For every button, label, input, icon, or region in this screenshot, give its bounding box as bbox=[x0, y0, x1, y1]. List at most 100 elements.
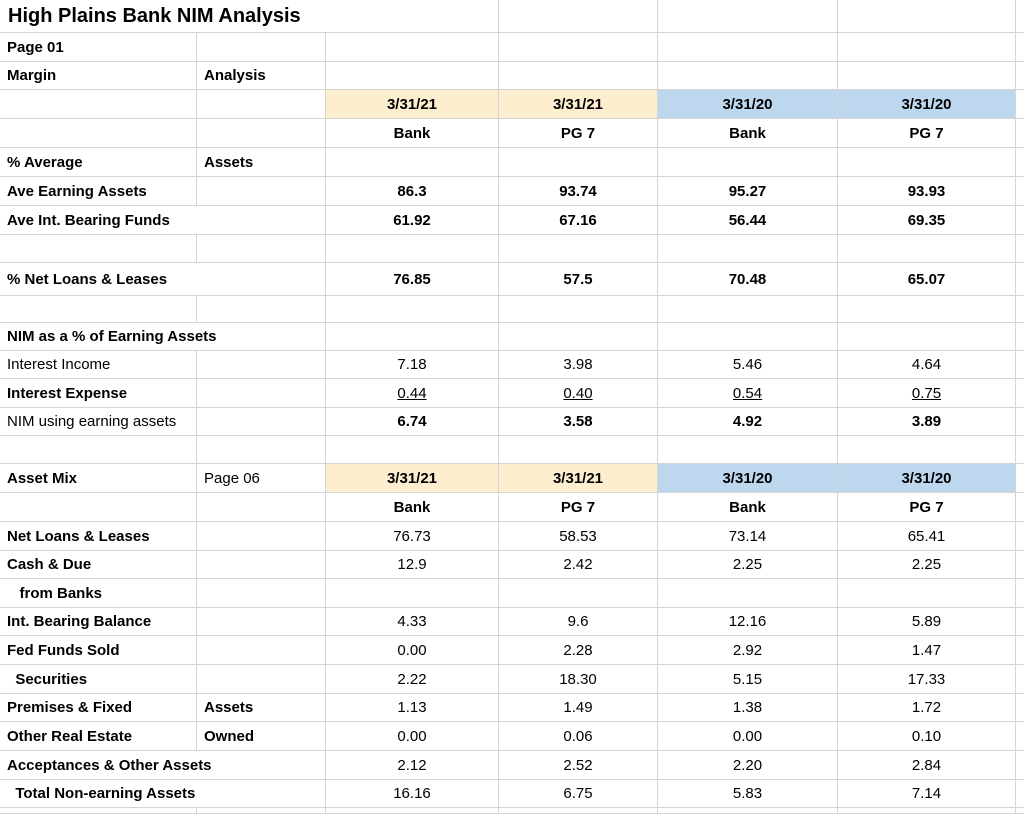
empty-cell[interactable] bbox=[197, 808, 326, 813]
empty-cell[interactable] bbox=[1016, 694, 1024, 721]
page-ref-cell[interactable]: Page 01 bbox=[0, 33, 197, 61]
row-label-cell[interactable]: Ave Earning Assets bbox=[0, 177, 197, 205]
row-label-cell[interactable]: Interest Expense bbox=[0, 379, 197, 407]
value-cell[interactable]: 1.47 bbox=[838, 636, 1016, 664]
empty-cell[interactable] bbox=[326, 235, 499, 262]
empty-cell[interactable] bbox=[658, 579, 838, 607]
value-cell[interactable]: 2.28 bbox=[499, 636, 658, 664]
empty-cell[interactable] bbox=[197, 636, 326, 664]
row-label-cell[interactable]: Premises & Fixed bbox=[0, 694, 197, 721]
empty-cell[interactable] bbox=[658, 148, 838, 176]
value-cell[interactable]: 2.84 bbox=[838, 751, 1016, 779]
empty-cell[interactable] bbox=[326, 148, 499, 176]
row-label-cell[interactable]: Int. Bearing Balance bbox=[0, 608, 197, 635]
value-cell[interactable]: 0.00 bbox=[326, 722, 499, 750]
value-cell[interactable]: 0.00 bbox=[658, 722, 838, 750]
empty-cell[interactable] bbox=[1016, 33, 1024, 61]
value-cell[interactable]: 2.92 bbox=[658, 636, 838, 664]
empty-cell[interactable] bbox=[197, 33, 326, 61]
empty-cell[interactable] bbox=[326, 436, 499, 463]
empty-cell[interactable] bbox=[1016, 296, 1024, 322]
empty-cell[interactable] bbox=[1016, 579, 1024, 607]
empty-cell[interactable] bbox=[1016, 148, 1024, 176]
value-cell[interactable]: 12.9 bbox=[326, 551, 499, 578]
value-cell[interactable]: 3.89 bbox=[838, 408, 1016, 435]
value-cell[interactable]: 1.72 bbox=[838, 694, 1016, 721]
row-label-cell[interactable]: % Net Loans & Leases bbox=[0, 263, 326, 295]
empty-cell[interactable] bbox=[1016, 751, 1024, 779]
empty-cell[interactable] bbox=[838, 235, 1016, 262]
empty-cell[interactable] bbox=[658, 436, 838, 463]
value-cell[interactable]: 1.13 bbox=[326, 694, 499, 721]
value-cell[interactable]: 73.14 bbox=[658, 522, 838, 550]
empty-cell[interactable] bbox=[658, 62, 838, 89]
empty-cell[interactable] bbox=[326, 579, 499, 607]
empty-cell[interactable] bbox=[838, 33, 1016, 61]
row-label-cell[interactable]: Ave Int. Bearing Funds bbox=[0, 206, 326, 234]
empty-cell[interactable] bbox=[658, 33, 838, 61]
empty-cell[interactable] bbox=[197, 379, 326, 407]
value-cell[interactable]: 70.48 bbox=[658, 263, 838, 295]
period-header-cell[interactable]: 3/31/20 bbox=[838, 464, 1016, 492]
period-header-cell[interactable]: 3/31/21 bbox=[499, 464, 658, 492]
value-cell[interactable]: 2.25 bbox=[658, 551, 838, 578]
value-cell[interactable]: 6.75 bbox=[499, 780, 658, 807]
empty-cell[interactable] bbox=[197, 119, 326, 147]
value-cell[interactable]: 5.89 bbox=[838, 608, 1016, 635]
empty-cell[interactable] bbox=[0, 119, 197, 147]
period-header-cell[interactable]: 3/31/21 bbox=[326, 464, 499, 492]
empty-cell[interactable] bbox=[499, 235, 658, 262]
empty-cell[interactable] bbox=[499, 436, 658, 463]
value-cell[interactable]: 3.58 bbox=[499, 408, 658, 435]
empty-cell[interactable] bbox=[658, 296, 838, 322]
entity-header-cell[interactable]: PG 7 bbox=[499, 119, 658, 147]
value-cell[interactable]: 57.5 bbox=[499, 263, 658, 295]
value-cell[interactable]: 0.06 bbox=[499, 722, 658, 750]
value-cell[interactable]: 5.83 bbox=[658, 780, 838, 807]
value-cell[interactable]: 69.35 bbox=[838, 206, 1016, 234]
row-label-cell[interactable]: Cash & Due bbox=[0, 551, 197, 578]
empty-cell[interactable] bbox=[838, 148, 1016, 176]
value-cell[interactable]: 86.3 bbox=[326, 177, 499, 205]
value-cell[interactable]: 0.10 bbox=[838, 722, 1016, 750]
empty-cell[interactable] bbox=[658, 323, 838, 350]
value-cell[interactable]: 2.20 bbox=[658, 751, 838, 779]
empty-cell[interactable] bbox=[1016, 808, 1024, 813]
empty-cell[interactable] bbox=[1016, 263, 1024, 295]
value-cell[interactable]: 5.46 bbox=[658, 351, 838, 378]
empty-cell[interactable] bbox=[1016, 62, 1024, 89]
period-header-cell[interactable]: 3/31/21 bbox=[326, 90, 499, 118]
value-cell[interactable]: 95.27 bbox=[658, 177, 838, 205]
value-cell[interactable]: 2.22 bbox=[326, 665, 499, 693]
empty-cell[interactable] bbox=[1016, 722, 1024, 750]
period-header-cell[interactable]: 3/31/20 bbox=[658, 90, 838, 118]
row-label-cell[interactable]: Owned bbox=[197, 722, 326, 750]
value-cell[interactable]: 2.12 bbox=[326, 751, 499, 779]
empty-cell[interactable] bbox=[499, 62, 658, 89]
empty-cell[interactable] bbox=[197, 493, 326, 521]
row-label-cell[interactable]: Assets bbox=[197, 694, 326, 721]
value-cell[interactable]: 61.92 bbox=[326, 206, 499, 234]
row-label-cell[interactable]: Net Loans & Leases bbox=[0, 522, 197, 550]
value-cell[interactable]: 76.85 bbox=[326, 263, 499, 295]
value-cell[interactable]: 2.52 bbox=[499, 751, 658, 779]
empty-cell[interactable] bbox=[197, 408, 326, 435]
empty-cell[interactable] bbox=[197, 436, 326, 463]
empty-cell[interactable] bbox=[838, 808, 1016, 813]
period-header-cell[interactable]: 3/31/21 bbox=[499, 90, 658, 118]
entity-header-cell[interactable]: Bank bbox=[326, 119, 499, 147]
empty-cell[interactable] bbox=[1016, 636, 1024, 664]
value-cell[interactable]: 0.44 bbox=[326, 379, 499, 407]
empty-cell[interactable] bbox=[838, 436, 1016, 463]
value-cell[interactable]: 1.38 bbox=[658, 694, 838, 721]
empty-cell[interactable] bbox=[197, 90, 326, 118]
empty-cell[interactable] bbox=[0, 235, 197, 262]
value-cell[interactable]: 65.07 bbox=[838, 263, 1016, 295]
row-label-cell[interactable]: Other Real Estate bbox=[0, 722, 197, 750]
empty-cell[interactable] bbox=[1016, 551, 1024, 578]
empty-cell[interactable] bbox=[197, 551, 326, 578]
empty-cell[interactable] bbox=[1016, 0, 1024, 32]
empty-cell[interactable] bbox=[838, 323, 1016, 350]
row-label-cell[interactable]: Fed Funds Sold bbox=[0, 636, 197, 664]
empty-cell[interactable] bbox=[1016, 351, 1024, 378]
